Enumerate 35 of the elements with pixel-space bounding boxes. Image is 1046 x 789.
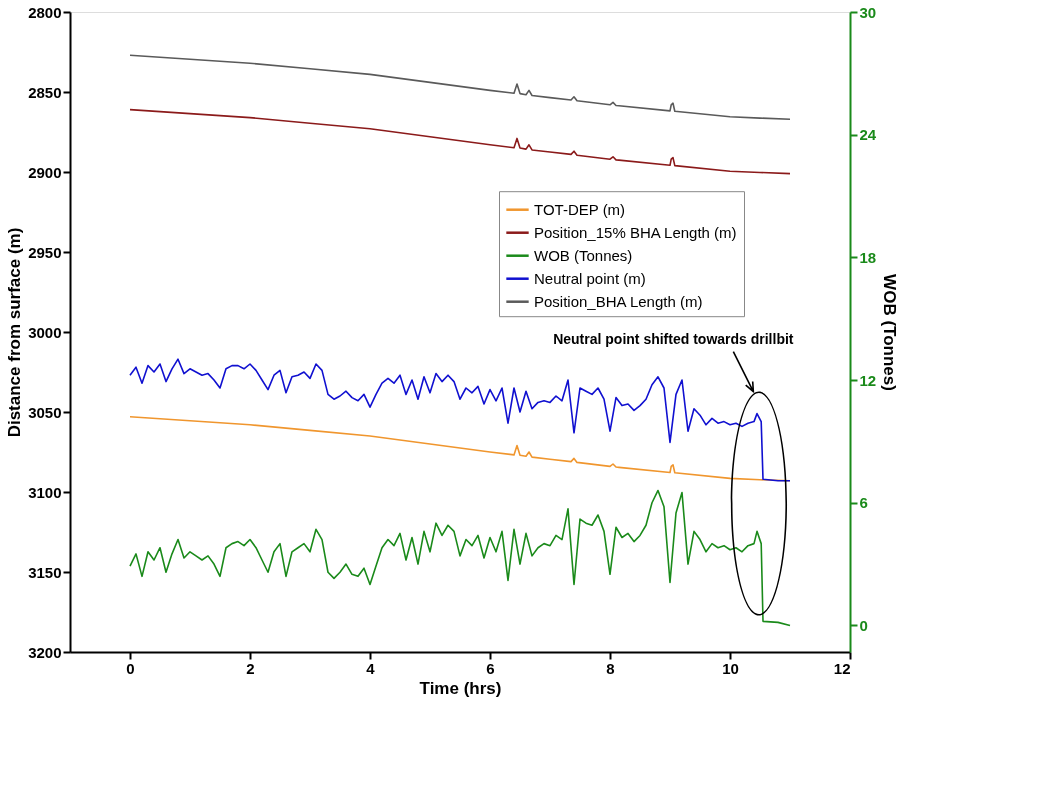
legend-label: Position_15% BHA Length (m): [534, 223, 737, 241]
y2-tick-label: 6: [859, 494, 868, 512]
y2-tick-label: 24: [859, 126, 877, 144]
y-tick-label: 2850: [28, 83, 62, 101]
x-tick-label: 12: [833, 659, 851, 677]
y-tick-label: 3150: [28, 563, 62, 581]
y2-tick-label: 30: [859, 3, 877, 21]
y-tick-label: 2800: [28, 3, 62, 21]
y2-tick-label: 0: [859, 616, 868, 634]
x-tick-label: 10: [722, 659, 739, 677]
y2-tick-label: 18: [859, 248, 877, 266]
y-tick-label: 2900: [28, 163, 62, 181]
line-series: [129, 54, 791, 120]
x-tick-label: 0: [126, 659, 135, 677]
y-tick-label: 3100: [28, 483, 62, 501]
y-tick-label: 3050: [28, 403, 62, 421]
legend-label: Position_BHA Length (m): [534, 292, 703, 310]
y2-tick-label: 12: [859, 371, 877, 389]
line-series: [129, 489, 791, 627]
y-tick-label: 3000: [28, 323, 62, 341]
legend-label: Neutral point (m): [534, 269, 646, 287]
line-series: [129, 358, 791, 482]
x-tick-label: 2: [246, 659, 255, 677]
annotation: Neutral point shifted towards drillbit: [553, 330, 794, 347]
y-tick-label: 3200: [28, 643, 62, 661]
y2-axis-title: WOB (Tonnes): [880, 274, 900, 391]
x-tick-label: 4: [366, 659, 376, 677]
y-tick-label: 2950: [28, 243, 62, 261]
legend-label: WOB (Tonnes): [534, 246, 633, 264]
legend-label: TOT-DEP (m): [534, 200, 626, 218]
x-tick-label: 6: [486, 659, 495, 677]
line-series: [129, 108, 791, 175]
x-tick-label: 8: [606, 659, 615, 677]
x-axis-title: Time (hrs): [419, 678, 502, 698]
y-axis-title: Distance from surface (m): [5, 227, 25, 438]
